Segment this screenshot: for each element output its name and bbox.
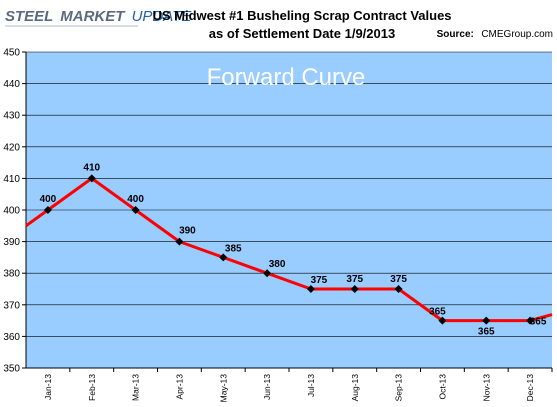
x-tick-labels: Jan-13 Feb-13 Mar-13 Apr-13 May-13 Jun-13 Jul-… xyxy=(43,368,553,403)
data-point xyxy=(438,316,447,325)
x-tick-label: Feb-13 xyxy=(87,374,97,401)
y-tick-label: 410 xyxy=(3,174,20,185)
source-value: CMEGroup.com xyxy=(481,29,553,40)
data-label: 375 xyxy=(390,274,407,285)
data-label: 400 xyxy=(40,194,57,205)
data-point xyxy=(131,206,140,214)
data-label: 365 xyxy=(478,327,495,338)
source-label: Source: xyxy=(437,29,474,40)
y-tick-label: 400 xyxy=(3,206,20,217)
steel-market-update-logo: STEEL MARKET UPDATE xyxy=(5,8,192,27)
x-tick-label: Aug-13 xyxy=(350,374,360,402)
x-tick-label: Mar-13 xyxy=(131,374,141,401)
data-label: 410 xyxy=(83,162,100,173)
data-point xyxy=(263,269,272,278)
data-labels: 400 410 400 390 385 380 375 375 375 365 365 365 xyxy=(40,162,547,337)
y-tick-label: 450 xyxy=(3,48,20,59)
series-path xyxy=(25,176,553,323)
y-tick-label: 420 xyxy=(3,142,20,153)
y-tick-label: 350 xyxy=(3,364,20,375)
source-note: Source: CMEGroup.com xyxy=(437,24,553,41)
data-markers xyxy=(43,174,535,325)
x-tick-label: Jul-13 xyxy=(306,374,316,397)
data-point xyxy=(219,253,228,262)
x-tick-label: May-13 xyxy=(218,374,228,403)
data-label: 400 xyxy=(127,194,144,205)
data-label: 380 xyxy=(269,259,286,270)
data-point xyxy=(394,285,403,293)
chart-title-line1: US Midwest #1 Busheling Scrap Contract V… xyxy=(152,8,451,23)
y-tick-label: 430 xyxy=(3,111,20,122)
x-tick-label: Oct-13 xyxy=(437,374,447,400)
logo-word-market: MARKET xyxy=(60,8,126,25)
forward-curve-label: Forward Curve xyxy=(207,64,366,91)
data-point xyxy=(482,316,491,325)
x-tick-label: Jun-13 xyxy=(262,374,272,400)
data-label: 375 xyxy=(346,274,363,285)
data-label: 365 xyxy=(530,317,547,328)
logo-word-steel: STEEL xyxy=(5,8,53,25)
y-tick-label: 440 xyxy=(3,79,20,90)
data-point xyxy=(350,285,359,293)
gridlines xyxy=(26,51,552,337)
y-tick-label: 370 xyxy=(3,300,20,311)
data-label: 375 xyxy=(311,275,328,286)
y-tick-label: 380 xyxy=(3,269,20,280)
data-label: 365 xyxy=(429,307,446,318)
series-line xyxy=(25,176,553,323)
y-tick-label: 360 xyxy=(3,332,20,343)
data-point xyxy=(43,206,52,214)
svg-text:STEEL MARKET U: STEEL MARKET UPDATE xyxy=(5,8,192,25)
data-label: 385 xyxy=(225,243,242,254)
y-tick-label: 390 xyxy=(3,237,20,248)
x-tick-label: Sep-13 xyxy=(394,374,404,402)
x-tick-label: Dec-13 xyxy=(525,374,535,402)
logo-word-update: UPDATE xyxy=(132,8,193,25)
y-tick-labels: 350 360 370 380 390 400 410 420 430 440 450 xyxy=(3,48,26,375)
data-label: 390 xyxy=(179,226,196,237)
data-point xyxy=(87,174,96,183)
x-tick-label: Jan-13 xyxy=(43,374,53,400)
data-point xyxy=(175,237,184,246)
chart-title-line2: as of Settlement Date 1/9/2013 xyxy=(209,26,395,41)
x-tick-label: Apr-13 xyxy=(174,374,184,400)
data-point xyxy=(306,285,315,293)
data-point xyxy=(526,316,535,325)
x-tick-label: Nov-13 xyxy=(481,374,491,402)
